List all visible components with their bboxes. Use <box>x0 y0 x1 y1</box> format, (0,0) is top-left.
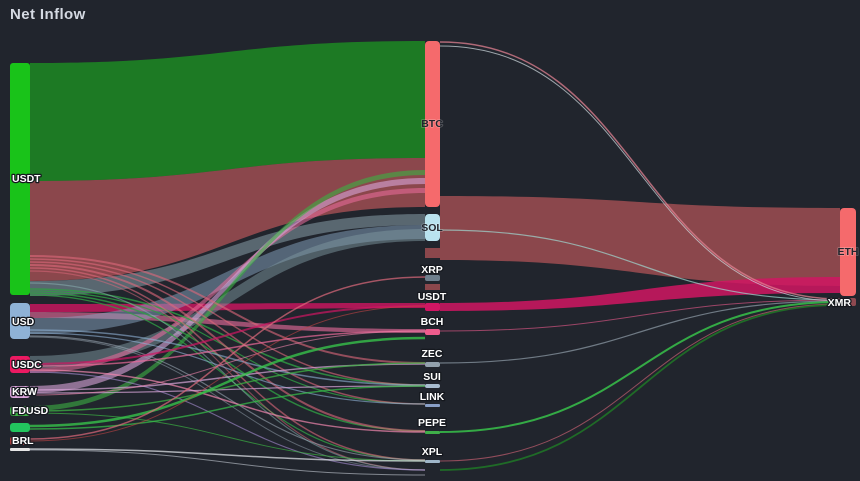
node-brl[interactable] <box>10 437 30 445</box>
node-label-xmr: XMR <box>828 297 852 309</box>
node-label-krw: KRW <box>12 386 37 398</box>
node-label-sui: SUI <box>423 371 441 383</box>
chart-title: Net Inflow <box>10 6 86 23</box>
flow-xpl-to-xmr <box>439 303 841 462</box>
flow-usdt-left-to-pepe <box>29 292 426 432</box>
flow-xpl-to-xmr <box>439 304 841 471</box>
node-xmr[interactable] <box>840 298 856 306</box>
sankey-nodes <box>10 41 856 463</box>
node-label-sol: SOL <box>421 222 443 234</box>
flow-usd-to-xpl <box>29 336 426 471</box>
flow-brl-to-usdt-mid <box>29 305 426 442</box>
flow-btc-to-eth <box>440 196 840 286</box>
flow-usdc-to-sol <box>30 229 425 368</box>
node-label-link: LINK <box>420 391 445 403</box>
node-label-bch: BCH <box>421 316 444 328</box>
flow-brl-to-xrp <box>29 276 426 440</box>
node-zec[interactable] <box>425 362 440 367</box>
node-fdusd[interactable] <box>10 406 30 416</box>
flow-small-white-to-xpl <box>29 449 426 476</box>
node-eth[interactable] <box>840 208 856 296</box>
node-usdt-left[interactable] <box>10 63 30 295</box>
flow-usdc-to-pepe <box>29 369 426 433</box>
flow-btc-to-zec <box>29 255 426 364</box>
node-label-usdc: USDC <box>12 359 42 371</box>
node-xrp[interactable] <box>425 275 440 281</box>
node-label-usdt-mid: USDT <box>418 291 447 303</box>
flow-usdc-to-xpl <box>29 371 426 471</box>
flow-sol-to-xmr <box>439 229 841 301</box>
sankey-links <box>29 41 841 476</box>
node-small-green[interactable] <box>10 423 30 432</box>
sankey-labels: USDT USD USDC KRW FDUSD BRL BTC SOL XRP USDT BCH ZE… <box>11 117 860 459</box>
node-label-fdusd: FDUSD <box>12 405 49 417</box>
flow-small-green-to-bch <box>29 336 426 428</box>
flow-usdt-left-to-sui <box>29 288 426 386</box>
node-label-xrp: XRP <box>421 264 443 276</box>
flow-fdusd-to-btc <box>30 170 425 411</box>
node-label-eth: ETH <box>838 246 859 258</box>
node-label-brl: BRL <box>12 435 34 447</box>
node-xpl[interactable] <box>425 460 440 463</box>
flow-btc-to-xmr <box>439 45 841 302</box>
node-sol[interactable] <box>425 214 440 241</box>
flow-usdc-to-bch <box>29 330 426 367</box>
node-krw[interactable] <box>10 386 30 398</box>
node-label-usdt-left: USDT <box>12 173 41 185</box>
node-bch[interactable] <box>425 329 440 335</box>
flow-usdt-mid-to-eth <box>440 277 840 311</box>
node-link[interactable] <box>425 404 440 407</box>
flow-usd-to-xpl <box>29 335 426 461</box>
flow-btc-to-link <box>29 261 426 405</box>
flow-btc-to-eth <box>425 284 440 290</box>
flow-small-green-to-sui <box>29 385 426 430</box>
flow-usdt-left-to-btc <box>30 41 425 181</box>
node-label-zec: ZEC <box>422 348 443 360</box>
flow-usd-to-link <box>29 332 426 405</box>
node-usd[interactable] <box>10 303 30 339</box>
node-usdc[interactable] <box>10 356 30 373</box>
flow-zec-to-xmr <box>439 300 841 364</box>
node-label-btc: BTC <box>421 118 443 130</box>
flow-pepe-to-xmr <box>439 301 841 433</box>
flow-btc-to-usdt-left <box>30 158 425 281</box>
flow-krw-to-bch <box>29 330 426 396</box>
node-sui[interactable] <box>425 384 440 388</box>
flow-fdusd-to-zec <box>29 362 426 412</box>
node-label-usd: USD <box>12 316 35 328</box>
flow-krw-to-btc <box>30 178 425 393</box>
flow-usdc-to-btc <box>30 188 425 373</box>
node-small-white[interactable] <box>10 448 30 451</box>
flow-btc-to-sui <box>29 258 426 386</box>
flow-bch-to-xmr <box>439 299 841 332</box>
flow-btc-to-xpl <box>29 270 426 471</box>
flow-small-white-to-xpl <box>29 448 426 462</box>
flow-btc-to-xmr <box>439 41 841 300</box>
flow-btc-to-xpl <box>29 267 426 461</box>
node-label-xpl: XPL <box>422 446 443 458</box>
node-usdt-mid[interactable] <box>425 303 440 311</box>
flow-usdt-left-to-sol <box>30 214 425 296</box>
flow-btc-to-eth <box>425 248 440 258</box>
flow-krw-to-sui <box>29 385 426 394</box>
flow-fdusd-to-xpl <box>29 412 426 462</box>
flow-usdc-to-usdt-mid <box>29 305 426 365</box>
node-label-pepe: PEPE <box>418 417 446 429</box>
node-pepe[interactable] <box>425 431 440 434</box>
node-btc[interactable] <box>425 41 440 207</box>
